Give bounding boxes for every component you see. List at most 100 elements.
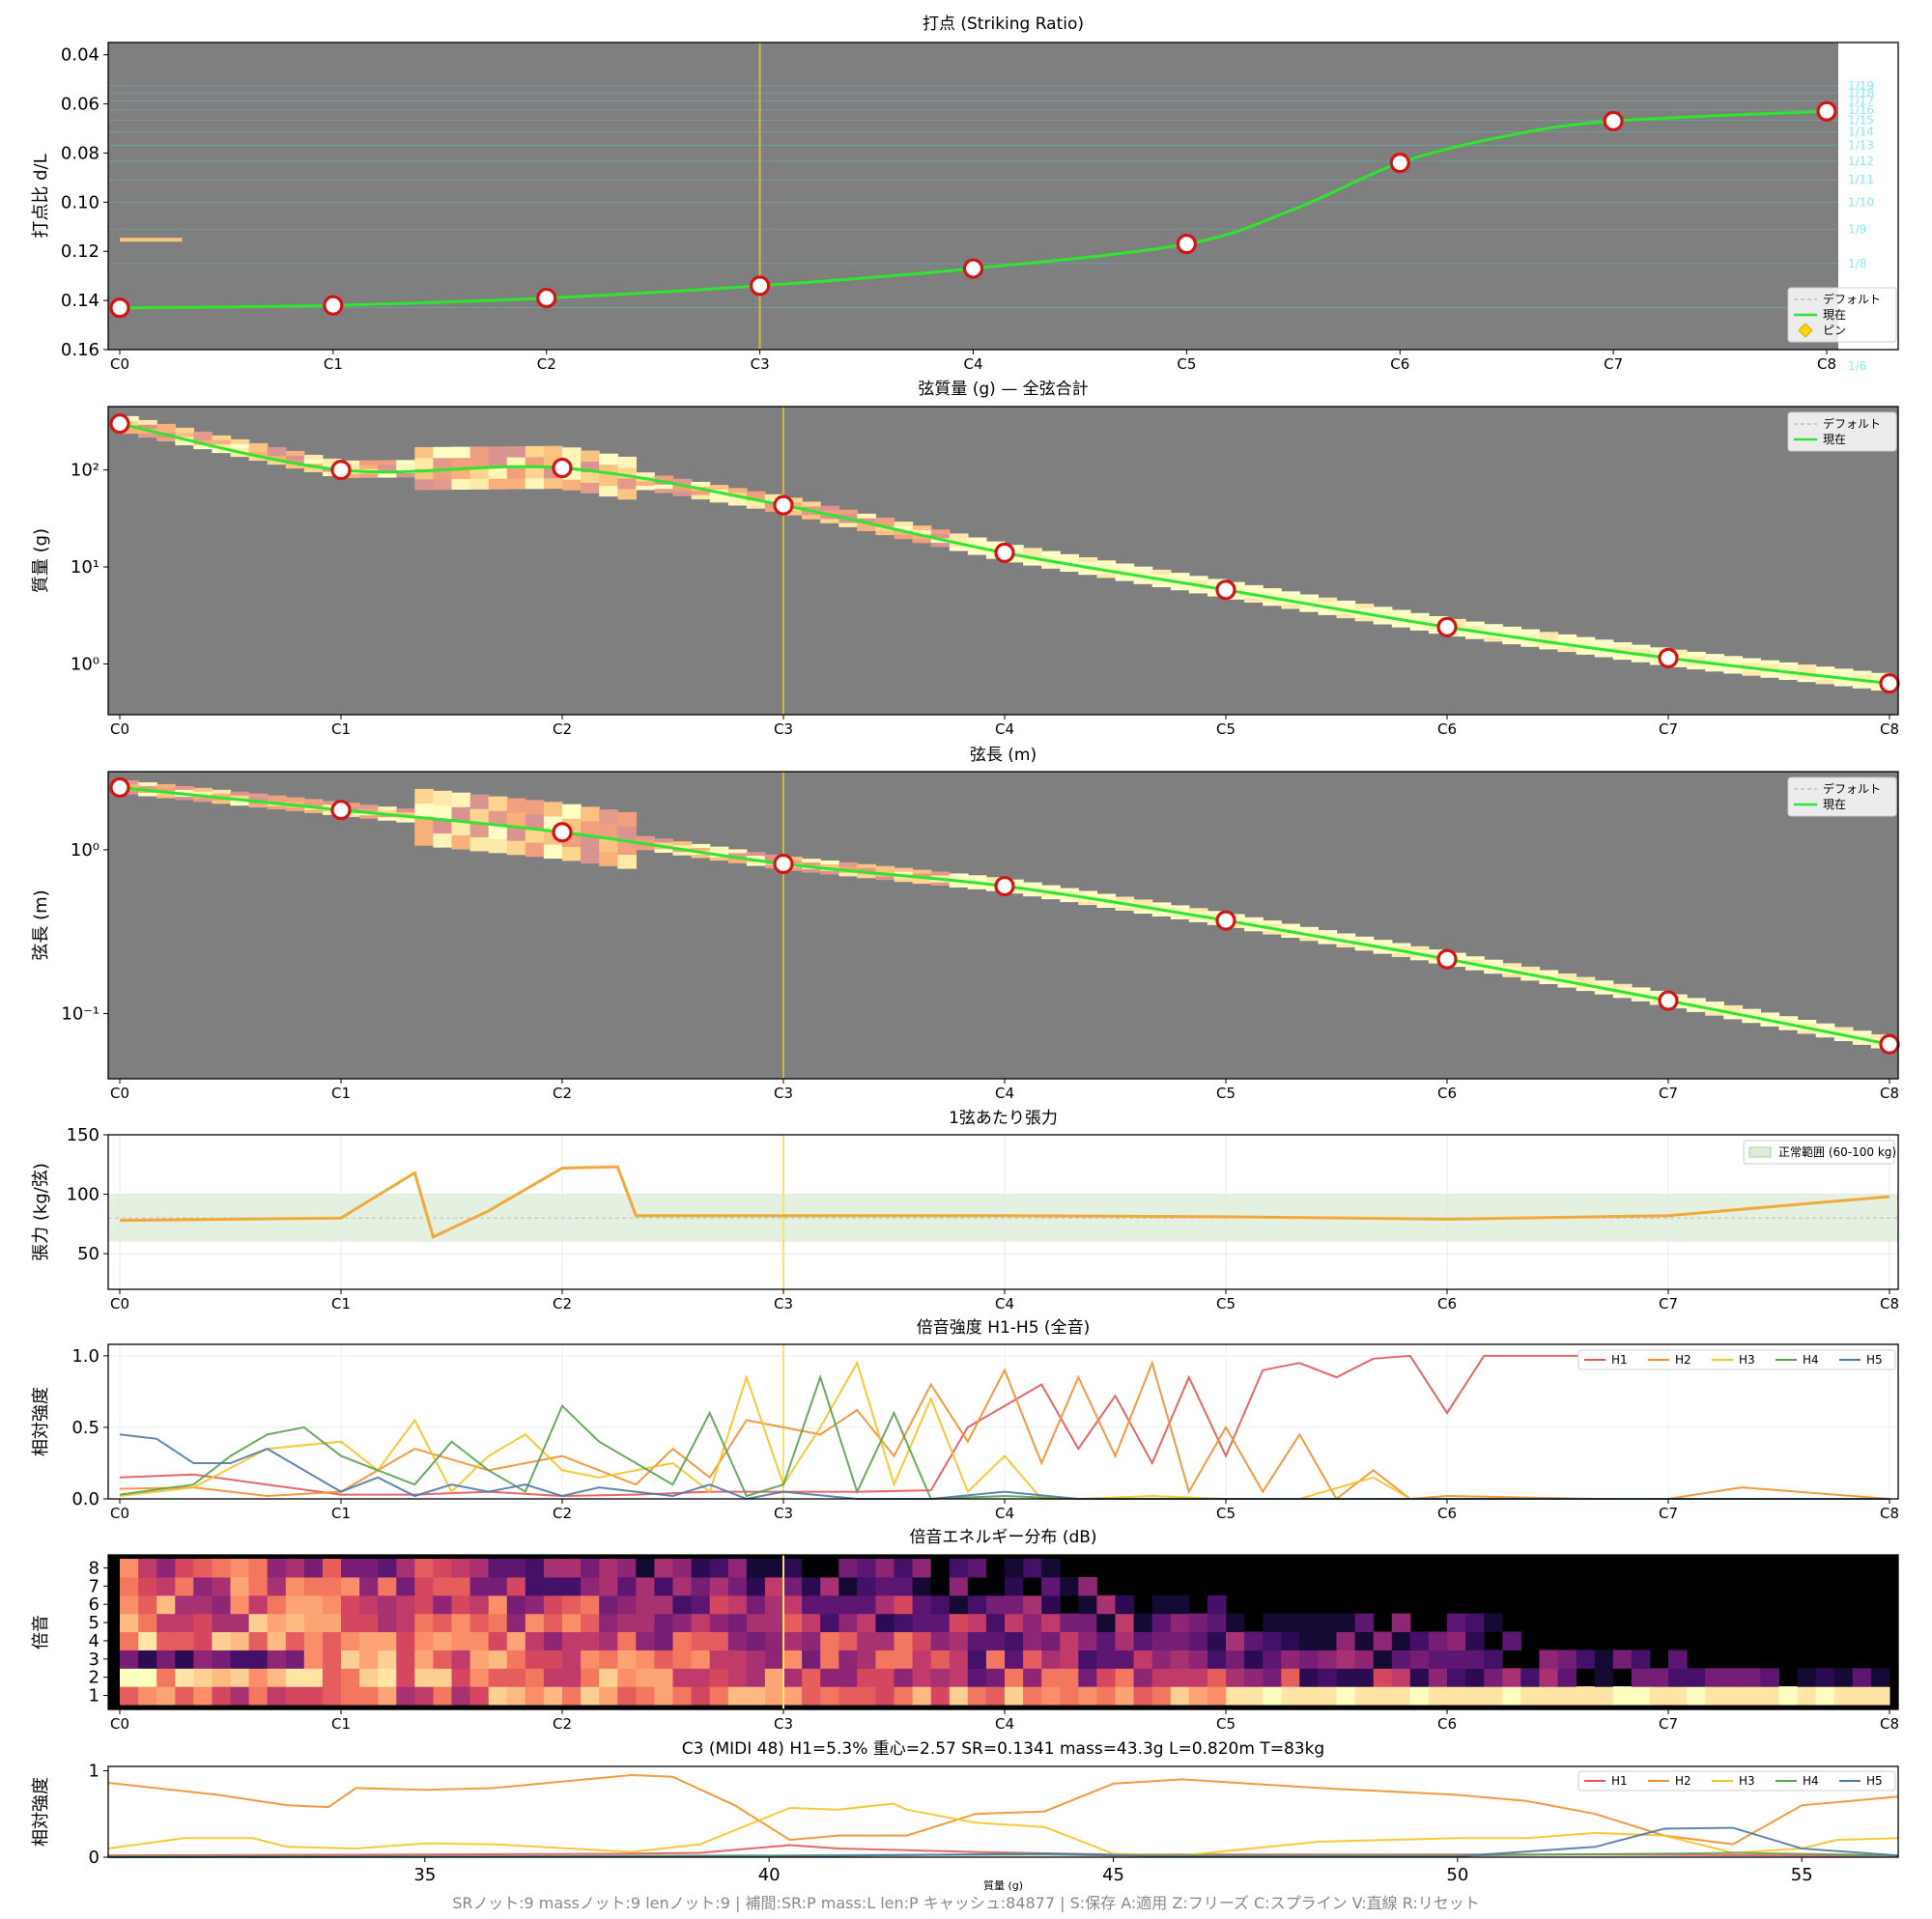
len-heat-cell [1594,983,1614,988]
mass-heat-cell [1060,553,1079,559]
mass-heat-cell [1797,668,1817,674]
sr-control-point [109,297,130,319]
len-heat-cell [857,863,876,868]
energy-heat-cell [912,1613,932,1632]
mass-heat-cell [857,522,876,527]
mass-heat-cell [1557,647,1577,653]
detail-legend-label: H1 [1611,1774,1628,1788]
energy-heat-cell [1151,1613,1172,1632]
mass-xtick-label: C0 [110,720,129,738]
energy-heat-cell [894,1576,914,1596]
len-title: 弦長 (m) [970,746,1037,765]
mass-heat-cell [1797,664,1817,669]
len-heat-cell [1576,980,1596,985]
mass-heat-cell [1576,636,1596,642]
energy-heat-cell [820,1559,839,1578]
energy-heat-cell [1409,1686,1430,1706]
mass-heat-cell [709,485,729,490]
energy-heat-cell [581,1559,600,1578]
len-heat-cell [1539,974,1559,977]
energy-heat-cell [1151,1594,1172,1615]
energy-heat-cell [1078,1668,1097,1687]
mass-xtick-label: C3 [774,720,793,738]
len-heat-cell [469,836,490,852]
energy-heat-cell [451,1668,471,1687]
mass-heat-cell [1833,672,1854,678]
len-xtick-label: C7 [1659,1085,1678,1102]
energy-heat-cell [764,1576,784,1596]
mass-heat-cell [1649,647,1669,653]
mass-heat-cell [303,467,324,472]
sr-ratio-label: 1/16 [1848,103,1874,117]
mass-heat-cell [267,460,287,466]
len-heat-cell [1226,924,1245,928]
mass-heat-cell [912,529,932,535]
len-heat-cell [1318,930,1338,935]
mass-heat-cell [1151,574,1172,579]
energy-heat-cell [267,1576,287,1596]
sr-xtick-label: C8 [1817,355,1836,373]
mass-heat-cell [949,533,969,539]
energy-heat-cell [1244,1631,1264,1651]
energy-heat-cell [1354,1668,1375,1687]
len-heat-cell [1705,1004,1724,1009]
energy-heat-cell [691,1686,711,1706]
len-heat-cell [1742,1012,1761,1017]
len-heat-cell [1318,940,1338,945]
mass-heat-cell [378,472,397,478]
len-heat-cell [543,802,563,817]
energy-heat-cell [1336,1613,1356,1632]
len-heat-cell [1354,946,1375,951]
len-heat-cell [341,812,360,817]
energy-heat-cell [303,1650,324,1669]
energy-xtick-label: C5 [1216,1715,1236,1733]
mass-heat-cell [1409,617,1430,623]
energy-heat-cell [1115,1668,1135,1687]
energy-heat-cell [783,1613,803,1632]
mass-heat-cell [1244,584,1264,590]
mass-heat-cell [248,456,269,462]
len-heat-cell [949,883,969,888]
tension-title: 1弦あたり張力 [949,1109,1058,1128]
mass-heat-cell [1484,624,1503,630]
mass-heat-cell [1687,656,1706,662]
len-heat-cell [451,792,471,807]
energy-heat-cell [820,1594,839,1615]
len-heat-cell [359,807,379,812]
energy-heat-cell [949,1576,969,1596]
len-xtick-label: C6 [1437,1085,1457,1102]
mass-heat-cell [1409,612,1430,618]
sr-legend-swatch [1798,323,1813,338]
len-heat-cell [1797,1020,1817,1024]
mass-heat-cell [802,506,821,511]
energy-heat-cell [1060,1576,1079,1596]
mass-heat-cell [1539,644,1559,650]
mass-heat-cell [1631,657,1651,663]
energy-heat-cell [267,1631,287,1651]
len-heat-cell [378,816,397,821]
energy-heat-cell [1318,1668,1337,1687]
energy-heat-cell [1318,1650,1337,1669]
len-heat-cell [709,857,729,861]
energy-heat-cell [1244,1686,1264,1706]
len-heat-cell [1760,1015,1780,1020]
mass-heat-cell [746,499,766,505]
len-xtick-label: C1 [331,1085,351,1102]
sr-ratio-label: 1/13 [1848,139,1874,153]
sr-control-point [1389,153,1410,174]
mass-heat-cell [617,477,637,490]
energy-heat-cell [875,1594,895,1615]
len-heat-cell [1833,1030,1854,1034]
mass-heat-cell [120,415,139,421]
len-heat-cell [285,807,305,811]
energy-heat-cell [1244,1650,1264,1669]
mass-heat-cell [267,451,287,457]
energy-heat-cell [581,1594,600,1615]
energy-heat-cell [1023,1668,1042,1687]
energy-heat-cell [506,1650,526,1669]
len-heat-cell [1151,912,1172,917]
len-heat-cell [1115,896,1135,901]
energy-heat-cell [599,1559,618,1578]
mass-heat-cell [1078,561,1097,567]
energy-heat-cell [1263,1631,1282,1651]
